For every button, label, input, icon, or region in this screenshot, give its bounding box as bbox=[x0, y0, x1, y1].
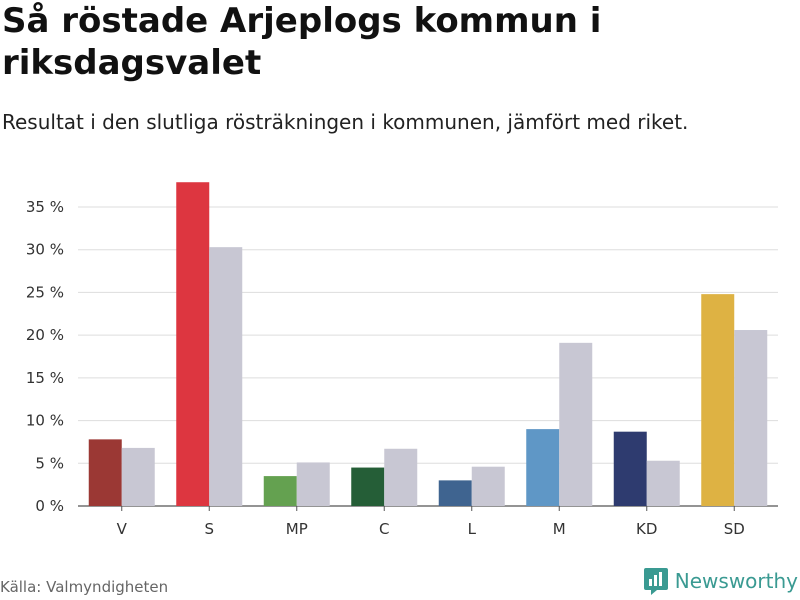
bar-kommun-l bbox=[438, 480, 472, 506]
bar-riket-c bbox=[384, 448, 418, 506]
chart-subtitle: Resultat i den slutliga rösträkningen i … bbox=[2, 110, 689, 134]
bar-riket-s bbox=[209, 247, 243, 506]
bar-chart: 0 % 5 % 10 % 15 % 20 % 25 % 30 % 35 % V S MP C L M KD… bbox=[26, 182, 778, 538]
x-tick-label: S bbox=[204, 520, 214, 538]
y-tick-label: 0 % bbox=[35, 497, 64, 515]
y-tick-label: 35 % bbox=[26, 198, 64, 216]
bar-chart-logo-icon bbox=[643, 568, 668, 595]
y-tick-label: 30 % bbox=[26, 241, 64, 259]
bar-riket-kd bbox=[646, 460, 680, 506]
bar-riket-sd bbox=[734, 330, 768, 506]
bar-riket-l bbox=[471, 466, 505, 506]
x-axis-ticks: V S MP C L M KD SD bbox=[117, 506, 745, 538]
y-tick-label: 5 % bbox=[35, 454, 64, 472]
bar-riket-mp bbox=[296, 462, 330, 506]
x-tick-label: C bbox=[379, 520, 389, 538]
x-tick-label: L bbox=[468, 520, 477, 538]
source-note: Källa: Valmyndigheten bbox=[0, 578, 169, 596]
x-tick-label: M bbox=[553, 520, 566, 538]
bar-kommun-sd bbox=[701, 294, 735, 506]
brand-name: Newsworthy bbox=[674, 569, 798, 593]
bar-kommun-v bbox=[88, 439, 122, 506]
bar-kommun-c bbox=[351, 467, 385, 506]
y-axis-ticks: 0 % 5 % 10 % 15 % 20 % 25 % 30 % 35 % bbox=[26, 198, 64, 515]
brand-logo[interactable]: Newsworthy bbox=[643, 566, 798, 596]
x-tick-label: V bbox=[117, 520, 128, 538]
y-tick-label: 15 % bbox=[26, 369, 64, 387]
chart-title: Så röstade Arjeplogs kommun i riksdagsva… bbox=[2, 1, 602, 83]
x-tick-label: MP bbox=[286, 520, 308, 538]
y-tick-label: 10 % bbox=[26, 412, 64, 430]
bar-kommun-s bbox=[176, 182, 210, 506]
bar-kommun-kd bbox=[613, 431, 647, 506]
bar-kommun-m bbox=[526, 429, 560, 506]
bar-kommun-mp bbox=[263, 476, 297, 506]
x-tick-label: SD bbox=[724, 520, 745, 538]
x-tick-label: KD bbox=[636, 520, 657, 538]
bars bbox=[88, 182, 768, 506]
y-tick-label: 20 % bbox=[26, 326, 64, 344]
y-tick-label: 25 % bbox=[26, 283, 64, 301]
bar-riket-v bbox=[121, 447, 155, 506]
bar-riket-m bbox=[559, 342, 593, 506]
